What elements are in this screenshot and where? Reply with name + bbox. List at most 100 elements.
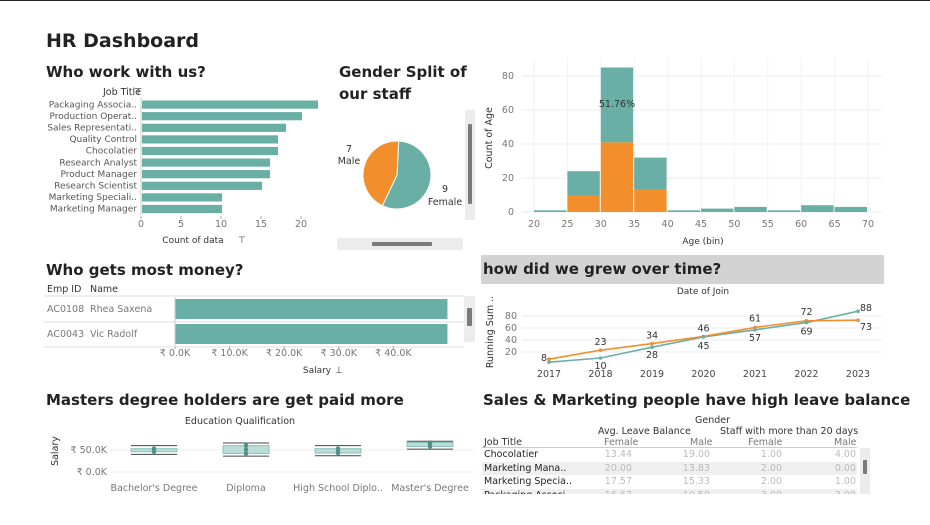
job-bar xyxy=(142,158,270,167)
growth-y-tick: 40 xyxy=(505,335,517,346)
growth-point-teal xyxy=(547,360,551,364)
salary-x-tick: ₹ 30.0K xyxy=(321,348,358,359)
leave-cell: 20.00 xyxy=(604,462,632,474)
age-histogram: 0 20 40 60 80 20 25 30 35 40 45 50 55 60 65 70 Count of… xyxy=(484,58,882,247)
age-x-tick: 40 xyxy=(662,219,674,230)
salary-bar xyxy=(175,299,448,319)
growth-label-orange: 73 xyxy=(860,322,872,333)
masters-subtitle: Education Qualification xyxy=(185,416,295,427)
box-point xyxy=(427,440,433,445)
age-y-tick: 60 xyxy=(502,105,514,116)
growth-point-orange xyxy=(547,357,551,361)
leave-job-title: Marketing Mana.. xyxy=(484,462,567,474)
leave-cell: 3.00 xyxy=(835,490,856,495)
emp-name-cell: Vic Radolf xyxy=(90,329,138,340)
growth-point-orange xyxy=(598,348,603,352)
male-subheader: Male xyxy=(834,437,857,448)
growth-x-tick: 2023 xyxy=(846,369,870,380)
age-yaxis-label: Count of Age xyxy=(484,107,495,169)
job-x-tick: 0 xyxy=(138,219,144,230)
gender-vertical-scrollbar[interactable] xyxy=(465,110,475,220)
age-annotation: 51.76% xyxy=(599,99,635,110)
job-title-label: Product Manager xyxy=(61,170,138,180)
salary-scrollbar[interactable] xyxy=(464,296,475,342)
female-label: Female xyxy=(428,197,463,208)
age-x-tick: 55 xyxy=(762,219,774,230)
age-bar-teal xyxy=(767,210,801,212)
leave-cell: 2.00 xyxy=(760,476,782,487)
masters-y-tick: ₹ 50.0K xyxy=(71,445,108,456)
gender-horizontal-thumb[interactable] xyxy=(372,242,432,246)
female-subheader: Female xyxy=(748,437,783,448)
growth-point-teal xyxy=(701,335,706,339)
staff-20days-header: Staff with more than 20 days xyxy=(720,426,859,437)
growth-label-teal: 10 xyxy=(594,361,606,372)
growth-x-tick: 2018 xyxy=(588,369,612,380)
job-title-chart: Packaging Associa.. Production Operat.. Sa… xyxy=(47,87,318,246)
leave-scrollbar[interactable] xyxy=(860,448,870,494)
sort-icon[interactable]: ⊥ xyxy=(335,366,343,376)
growth-label-orange: 34 xyxy=(646,331,658,342)
age-bar-orange xyxy=(600,142,634,212)
job-title-label: Quality Control xyxy=(69,135,137,145)
growth-label-teal: 69 xyxy=(800,327,812,338)
age-x-tick: 65 xyxy=(829,219,841,230)
leave-cell: 16.67 xyxy=(605,490,632,495)
growth-point-orange xyxy=(856,318,860,322)
gender-vertical-thumb[interactable] xyxy=(468,124,472,204)
leave-table-row: Marketing Specia.. 17.57 15.33 2.00 1.00 xyxy=(482,475,857,489)
age-y-tick: 20 xyxy=(502,173,514,184)
leave-cell: 3.00 xyxy=(761,490,782,495)
age-y-tick: 80 xyxy=(502,71,514,82)
growth-label-teal: 88 xyxy=(860,303,872,314)
leave-table-title: Sales & Marketing people have high leave… xyxy=(483,391,911,409)
masters-y-tick: ₹ 0.0K xyxy=(77,467,108,478)
sort-icon[interactable]: ⊤ xyxy=(134,87,142,98)
growth-y-tick: 80 xyxy=(505,311,517,322)
age-x-tick: 50 xyxy=(728,219,740,230)
leave-cell: 2.00 xyxy=(760,462,782,474)
growth-x-tick: 2019 xyxy=(640,369,664,380)
male-label: Male xyxy=(338,156,361,167)
age-x-tick: 70 xyxy=(862,219,874,230)
growth-point-teal xyxy=(598,356,603,360)
leave-job-title: Chocolatier xyxy=(484,449,539,460)
dashboard-title: HR Dashboard xyxy=(46,30,200,52)
box-point xyxy=(243,447,249,452)
job-bar xyxy=(142,135,278,144)
salary-bar xyxy=(175,324,448,344)
growth-y-tick: 60 xyxy=(505,323,517,334)
job-title-label: Marketing Speciali.. xyxy=(49,193,137,203)
masters-x-tick: Master's Degree xyxy=(391,483,469,494)
age-bar-teal xyxy=(734,206,767,212)
age-bar-teal xyxy=(534,210,567,212)
box-point xyxy=(151,446,157,451)
leave-cell: 13.83 xyxy=(682,462,710,474)
age-bar-teal xyxy=(600,67,634,143)
gender-header: Gender xyxy=(695,415,731,426)
job-title-header: Job Title xyxy=(102,87,141,98)
leave-cell: 0.00 xyxy=(834,462,856,474)
leave-scroll-thumb[interactable] xyxy=(863,460,867,474)
job-title-row-header: Job Title xyxy=(484,437,523,448)
age-bar-teal xyxy=(567,171,600,195)
job-x-tick: 5 xyxy=(178,219,184,230)
avg-leave-header: Avg. Leave Balance xyxy=(598,426,691,437)
age-x-tick: 45 xyxy=(695,219,707,230)
salary-x-tick: ₹ 10.0K xyxy=(211,348,248,359)
masters-yaxis-label: Salary xyxy=(50,436,61,466)
emp-id-cell: AC0043 xyxy=(47,329,84,340)
job-bar xyxy=(142,181,262,190)
growth-subtitle: Date of Join xyxy=(677,287,729,297)
gender-pie-chart: 7 Male 9 Female xyxy=(338,140,463,210)
growth-label-orange: 61 xyxy=(749,313,761,324)
box-point xyxy=(335,446,341,451)
growth-point-orange xyxy=(650,341,654,346)
job-title-label: Sales Representati.. xyxy=(47,124,137,134)
sort-icon[interactable]: ⊤ xyxy=(238,236,246,246)
salary-scroll-thumb[interactable] xyxy=(467,308,472,326)
box-point xyxy=(151,449,157,454)
gender-horizontal-scrollbar[interactable] xyxy=(337,238,463,250)
job-xaxis-label: Count of data xyxy=(162,236,223,246)
growth-label-teal: 28 xyxy=(646,350,658,361)
